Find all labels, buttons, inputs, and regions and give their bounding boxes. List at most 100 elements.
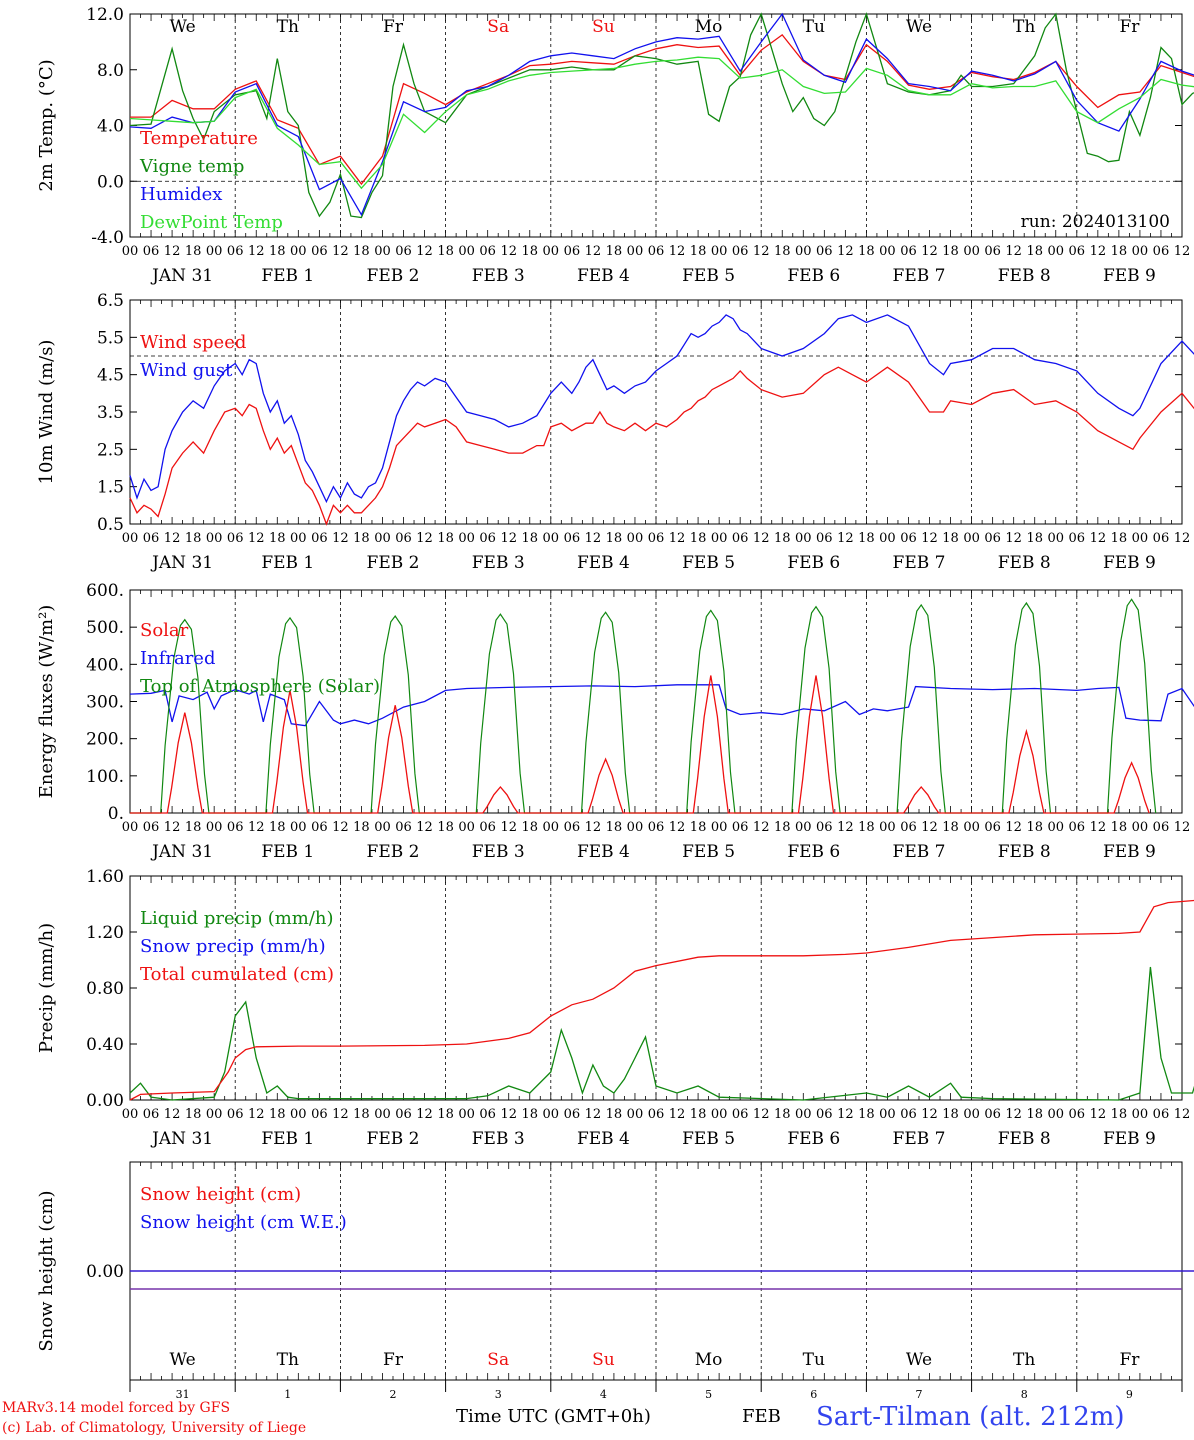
footer-copyright: (c) Lab. of Climatology, University of L… — [2, 1420, 307, 1436]
date-label: FEB 1 — [261, 842, 314, 862]
day-number-label: 8 — [1021, 1388, 1028, 1401]
weekday-label: Su — [592, 1350, 615, 1370]
date-label: FEB 5 — [682, 842, 735, 862]
footer-month-label: FEB — [742, 1406, 781, 1427]
date-label: FEB 8 — [998, 553, 1051, 573]
series-line-wind-speed — [129, 366, 1194, 526]
panel-wind — [129, 299, 1194, 526]
hour-tick-label: 06 — [143, 1107, 160, 1122]
date-label: FEB 4 — [577, 1129, 630, 1149]
hour-tick-label: 06 — [816, 1107, 833, 1122]
hour-tick-label: 00 — [879, 531, 896, 546]
date-label: FEB 9 — [1103, 842, 1156, 862]
hour-tick-label: 00 — [458, 244, 475, 259]
hour-tick-label: 12 — [332, 1107, 349, 1122]
hour-tick-label: 12 — [585, 531, 602, 546]
y-tick-label: 0.80 — [86, 979, 124, 999]
hour-tick-label: 00 — [1132, 244, 1149, 259]
y-tick-label: 0.00 — [86, 1091, 124, 1111]
hour-tick-label: 06 — [648, 531, 665, 546]
series-line-wind-gust — [129, 314, 1194, 504]
hour-tick-label: 18 — [774, 244, 791, 259]
hour-tick-label: 06 — [311, 244, 328, 259]
hour-tick-label: 12 — [416, 1107, 433, 1122]
hour-tick-label: 06 — [227, 244, 244, 259]
hour-tick-label: 00 — [1047, 244, 1064, 259]
hour-tick-label: 18 — [774, 1107, 791, 1122]
date-label: FEB 7 — [893, 1129, 946, 1149]
hour-tick-label: 12 — [837, 244, 854, 259]
y-tick-label: 12.0 — [86, 5, 124, 25]
hour-tick-label: 06 — [564, 1107, 581, 1122]
date-label: FEB 9 — [1103, 1129, 1156, 1149]
weekday-label: Th — [1013, 1350, 1035, 1370]
y-axis-label: Energy fluxes (W/m²) — [36, 605, 57, 799]
y-tick-label: 5.5 — [97, 328, 124, 348]
hour-tick-label: 18 — [774, 820, 791, 835]
hour-tick-label: 06 — [984, 531, 1001, 546]
hour-tick-label: 00 — [374, 531, 391, 546]
hour-tick-label: 18 — [942, 531, 959, 546]
y-tick-label: 400. — [86, 655, 124, 675]
hour-tick-label: 00 — [543, 820, 560, 835]
hour-tick-label: 00 — [627, 531, 644, 546]
hour-tick-label: 06 — [816, 244, 833, 259]
hour-tick-label: 00 — [1047, 820, 1064, 835]
date-label: FEB 7 — [893, 842, 946, 862]
hour-tick-label: 00 — [963, 820, 980, 835]
hour-tick-label: 18 — [606, 244, 623, 259]
hour-tick-label: 00 — [1132, 1107, 1149, 1122]
date-label: FEB 7 — [893, 266, 946, 286]
hour-tick-label: 12 — [1090, 531, 1107, 546]
hour-tick-label: 12 — [585, 244, 602, 259]
legend-entry: Wind gust — [140, 360, 233, 381]
legend-entry: Infrared — [140, 648, 215, 669]
weekday-label: Fr — [1119, 1350, 1140, 1370]
hour-tick-label: 12 — [164, 244, 181, 259]
hour-tick-label: 00 — [1047, 531, 1064, 546]
hour-tick-label: 06 — [984, 820, 1001, 835]
y-tick-label: 4.5 — [97, 366, 124, 386]
hour-tick-label: 06 — [900, 820, 917, 835]
day-number-label: 4 — [600, 1388, 607, 1401]
hour-tick-label: 06 — [732, 820, 749, 835]
hour-tick-label: 12 — [669, 244, 686, 259]
hour-tick-label: 18 — [437, 1107, 454, 1122]
hour-tick-label: 06 — [311, 820, 328, 835]
date-label: FEB 7 — [893, 553, 946, 573]
hour-tick-label: 18 — [858, 820, 875, 835]
hour-tick-label: 12 — [1174, 820, 1191, 835]
weekday-label: Sa — [487, 1350, 509, 1370]
hour-tick-label: 12 — [585, 1107, 602, 1122]
date-label: JAN 31 — [150, 842, 213, 862]
panel-frame — [129, 13, 1183, 238]
day-number-label: 2 — [390, 1388, 397, 1401]
footer-station-name: Sart-Tilman (alt. 212m) — [816, 1402, 1125, 1432]
hour-tick-label: 18 — [353, 531, 370, 546]
hour-tick-label: 06 — [732, 244, 749, 259]
hour-tick-label: 12 — [164, 1107, 181, 1122]
hour-tick-label: 00 — [711, 244, 728, 259]
y-axis-label: Precip (mm/h) — [36, 923, 57, 1053]
hour-tick-label: 18 — [1111, 244, 1128, 259]
hour-tick-label: 06 — [479, 820, 496, 835]
hour-tick-label: 06 — [395, 1107, 412, 1122]
hour-tick-label: 12 — [1005, 820, 1022, 835]
hour-tick-label: 06 — [479, 1107, 496, 1122]
hour-tick-label: 06 — [900, 531, 917, 546]
weekday-label: Tu — [803, 17, 825, 37]
y-tick-label: 0.0 — [97, 172, 124, 192]
date-label: FEB 2 — [367, 1129, 420, 1149]
y-tick-label: 200. — [86, 730, 124, 750]
hour-tick-label: 00 — [458, 531, 475, 546]
hour-tick-label: 00 — [1047, 1107, 1064, 1122]
hour-tick-label: 18 — [1026, 820, 1043, 835]
hour-tick-label: 00 — [290, 1107, 307, 1122]
legend-entry: Top of Atmosphere (Solar) — [140, 676, 380, 697]
hour-tick-label: 06 — [143, 531, 160, 546]
day-number-label: 9 — [1126, 1388, 1133, 1401]
hour-tick-label: 12 — [332, 820, 349, 835]
hour-tick-label: 06 — [395, 820, 412, 835]
hour-tick-label: 00 — [711, 820, 728, 835]
hour-tick-label: 06 — [395, 244, 412, 259]
